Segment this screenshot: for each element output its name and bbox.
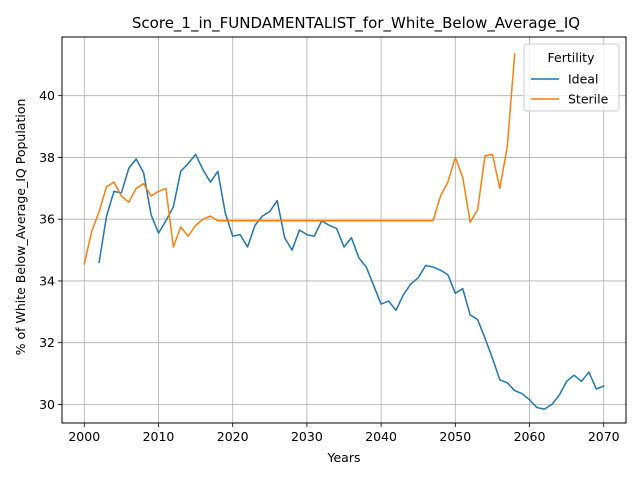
series-line-ideal [98, 153, 605, 410]
y-tick-label: 38 [39, 150, 55, 165]
y-axis-ticks: 30 32 34 36 38 40 [39, 88, 62, 412]
y-tick-label: 36 [39, 212, 55, 227]
series-line-sterile [83, 53, 516, 265]
y-tick-label: 32 [39, 335, 55, 350]
legend-label-ideal: Ideal [568, 72, 598, 87]
chart-title: Score_1_in_FUNDAMENTALIST_for_White_Belo… [132, 14, 580, 33]
y-axis-label: % of White Below_Average_IQ Population [13, 99, 28, 356]
x-tick-label: 2060 [514, 429, 546, 444]
x-tick-label: 2000 [68, 429, 100, 444]
x-tick-label: 2050 [439, 429, 471, 444]
x-tick-label: 2020 [217, 429, 249, 444]
legend-label-sterile: Sterile [568, 92, 609, 107]
plot-area-frame [61, 36, 627, 424]
legend-title: Fertility [548, 50, 596, 65]
y-tick-label: 34 [39, 273, 55, 288]
x-axis-ticks: 2000 2010 2020 2030 2040 2050 2060 2070 [68, 423, 620, 444]
x-tick-label: 2030 [291, 429, 323, 444]
legend-box [523, 43, 620, 112]
x-tick-label: 2010 [143, 429, 175, 444]
legend: Fertility Ideal Sterile [523, 43, 620, 112]
x-tick-label: 2070 [588, 429, 620, 444]
x-tick-label: 2040 [365, 429, 397, 444]
y-tick-label: 30 [39, 397, 55, 412]
series-lines [83, 53, 605, 410]
y-tick-label: 40 [39, 88, 55, 103]
x-axis-label: Years [327, 450, 361, 465]
